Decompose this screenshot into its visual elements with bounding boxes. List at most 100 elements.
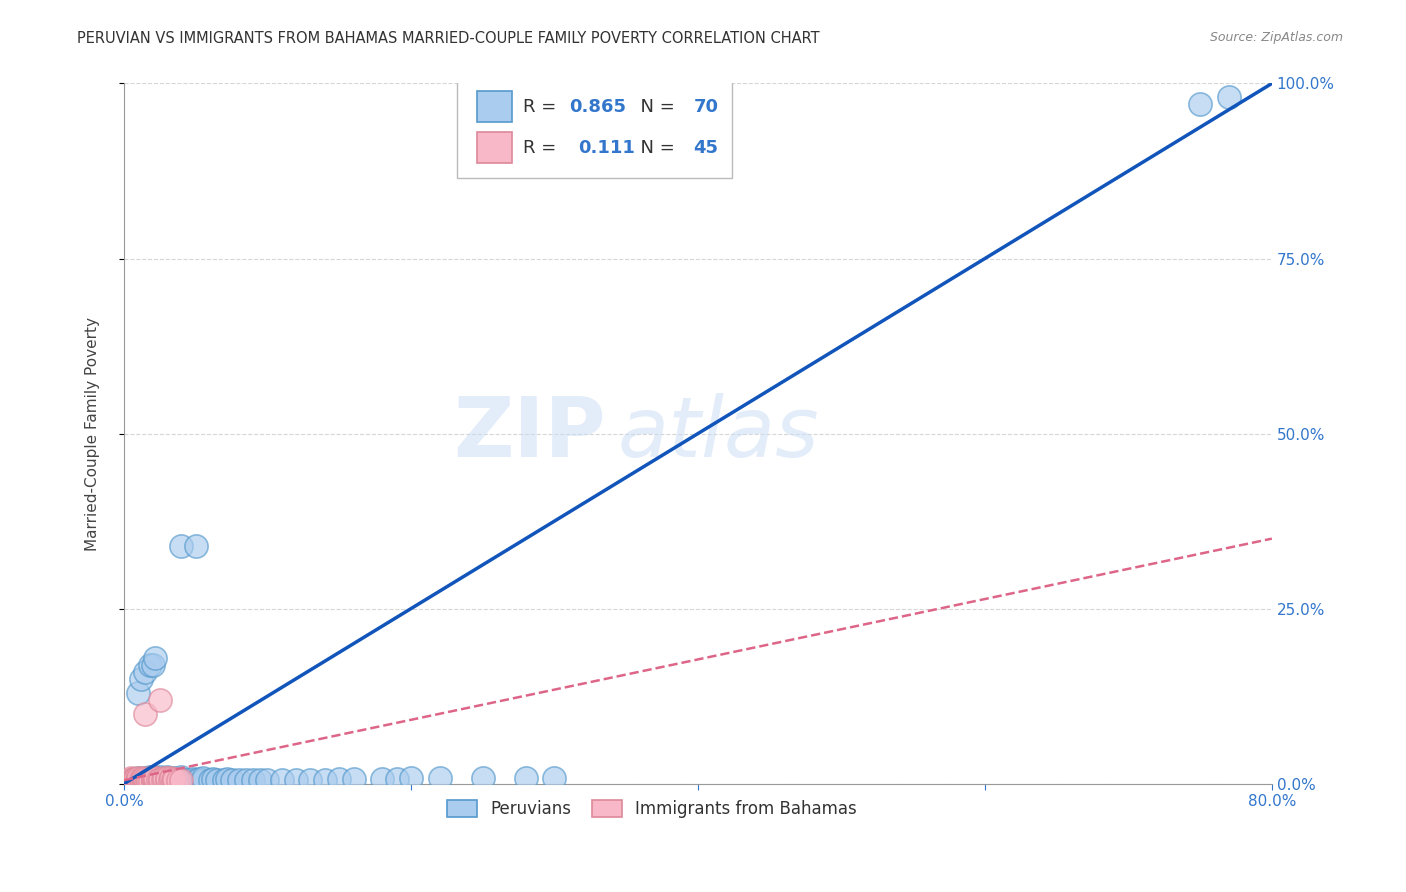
Point — [156, 771, 179, 785]
Point — [149, 773, 172, 788]
Point — [187, 772, 209, 786]
Point — [129, 772, 152, 786]
Point — [120, 773, 142, 788]
Point — [156, 771, 179, 785]
Text: 0.111: 0.111 — [578, 139, 636, 157]
Point — [299, 772, 322, 787]
Point — [127, 686, 149, 700]
Point — [129, 773, 152, 788]
FancyBboxPatch shape — [457, 70, 733, 178]
Point — [134, 771, 156, 785]
Point — [167, 773, 190, 788]
Point — [328, 772, 350, 786]
Point — [342, 772, 364, 786]
Point — [170, 772, 193, 787]
Point — [256, 773, 278, 788]
Point — [118, 772, 141, 787]
Text: PERUVIAN VS IMMIGRANTS FROM BAHAMAS MARRIED-COUPLE FAMILY POVERTY CORRELATION CH: PERUVIAN VS IMMIGRANTS FROM BAHAMAS MARR… — [77, 31, 820, 46]
Point — [228, 773, 250, 788]
Point — [184, 539, 207, 553]
Point — [1189, 97, 1212, 112]
Point — [145, 771, 167, 785]
Point — [385, 772, 408, 786]
Point — [124, 772, 146, 787]
Point — [149, 773, 172, 788]
Point — [249, 772, 271, 787]
Point — [120, 774, 142, 789]
Point — [149, 772, 172, 786]
Point — [142, 772, 165, 786]
Point — [270, 772, 292, 787]
Point — [149, 692, 172, 706]
Point — [139, 773, 162, 788]
Point — [159, 772, 181, 787]
Text: 0.865: 0.865 — [569, 97, 626, 116]
Point — [122, 773, 145, 788]
Point — [201, 772, 224, 786]
Point — [124, 772, 146, 786]
Point — [515, 771, 537, 785]
Point — [142, 773, 165, 788]
Point — [117, 774, 139, 789]
Text: atlas: atlas — [617, 393, 820, 474]
Point — [148, 773, 170, 788]
Point — [127, 771, 149, 785]
Point — [145, 772, 167, 787]
Point — [214, 773, 236, 788]
Point — [543, 771, 565, 785]
Point — [131, 771, 153, 785]
Text: R =: R = — [523, 139, 568, 157]
Point — [124, 773, 146, 788]
Point — [429, 771, 451, 785]
Point — [170, 773, 193, 788]
Point — [145, 773, 167, 788]
Point — [163, 772, 186, 786]
Point — [139, 773, 162, 788]
Point — [134, 772, 156, 786]
Point — [314, 772, 336, 787]
Point — [145, 771, 167, 785]
Point — [156, 772, 179, 786]
Point — [162, 773, 184, 788]
Point — [127, 773, 149, 788]
Point — [149, 770, 172, 784]
Text: 70: 70 — [693, 97, 718, 116]
Text: N =: N = — [628, 97, 681, 116]
Point — [170, 771, 193, 785]
Point — [125, 773, 148, 788]
Point — [127, 774, 149, 789]
Point — [120, 773, 142, 788]
Point — [145, 650, 167, 665]
Point — [134, 706, 156, 721]
Point — [399, 771, 422, 785]
Point — [120, 771, 142, 785]
Point — [142, 772, 165, 787]
Point — [221, 772, 243, 787]
Point — [198, 773, 221, 788]
Point — [134, 773, 156, 788]
Point — [118, 773, 141, 788]
Point — [1218, 90, 1240, 104]
Point — [149, 772, 172, 786]
Point — [136, 772, 159, 787]
Point — [142, 773, 165, 788]
Point — [142, 771, 165, 785]
Point — [121, 773, 143, 788]
Text: ZIP: ZIP — [454, 393, 606, 474]
Point — [170, 539, 193, 553]
Text: R =: R = — [523, 97, 562, 116]
Point — [191, 771, 214, 785]
Point — [471, 771, 494, 785]
Point — [205, 772, 228, 787]
Point — [131, 773, 153, 788]
Point — [142, 657, 165, 672]
Point — [156, 773, 179, 788]
Point — [129, 672, 152, 686]
Bar — [478, 132, 512, 163]
Point — [177, 773, 200, 788]
Point — [181, 772, 204, 786]
Point — [134, 773, 156, 788]
Point — [160, 771, 183, 785]
Point — [135, 773, 157, 788]
Point — [159, 772, 181, 787]
